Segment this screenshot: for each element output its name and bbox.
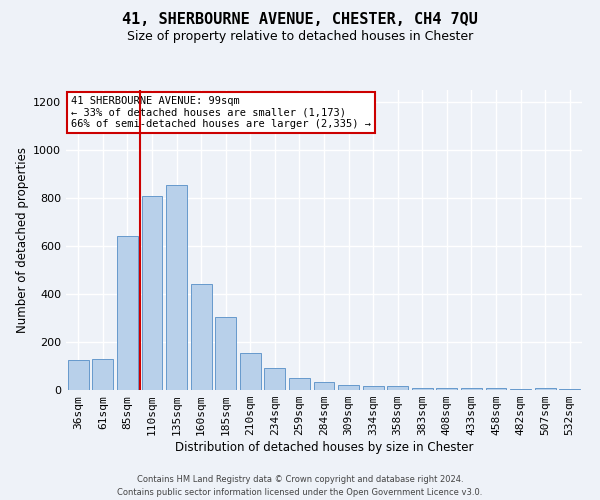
- Bar: [559, 389, 580, 390]
- X-axis label: Distribution of detached houses by size in Chester: Distribution of detached houses by size …: [175, 441, 473, 454]
- Text: 41, SHERBOURNE AVENUE, CHESTER, CH4 7QU: 41, SHERBOURNE AVENUE, CHESTER, CH4 7QU: [122, 12, 478, 28]
- Bar: [92, 359, 113, 390]
- Bar: [289, 378, 310, 390]
- Bar: [362, 386, 383, 390]
- Bar: [215, 317, 236, 390]
- Text: Size of property relative to detached houses in Chester: Size of property relative to detached ho…: [127, 30, 473, 43]
- Bar: [387, 386, 408, 390]
- Bar: [191, 284, 212, 390]
- Bar: [510, 389, 531, 390]
- Bar: [117, 236, 138, 390]
- Bar: [142, 196, 163, 390]
- Text: 41 SHERBOURNE AVENUE: 99sqm
← 33% of detached houses are smaller (1,173)
66% of : 41 SHERBOURNE AVENUE: 99sqm ← 33% of det…: [71, 96, 371, 129]
- Y-axis label: Number of detached properties: Number of detached properties: [16, 147, 29, 333]
- Text: Contains HM Land Registry data © Crown copyright and database right 2024.: Contains HM Land Registry data © Crown c…: [137, 476, 463, 484]
- Bar: [240, 353, 261, 390]
- Bar: [68, 360, 89, 390]
- Bar: [485, 388, 506, 390]
- Bar: [314, 382, 334, 390]
- Text: Contains public sector information licensed under the Open Government Licence v3: Contains public sector information licen…: [118, 488, 482, 497]
- Bar: [412, 388, 433, 390]
- Bar: [166, 185, 187, 390]
- Bar: [436, 388, 457, 390]
- Bar: [338, 385, 359, 390]
- Bar: [535, 388, 556, 390]
- Bar: [461, 388, 482, 390]
- Bar: [265, 368, 286, 390]
